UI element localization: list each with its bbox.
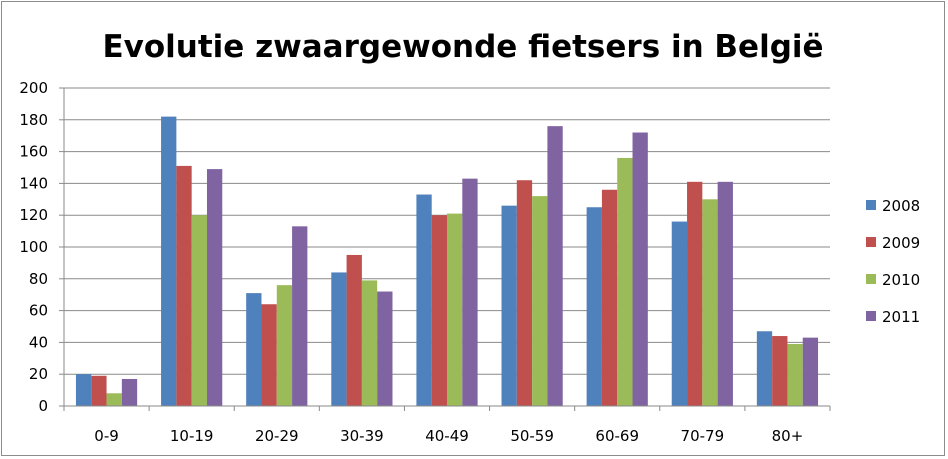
bar	[617, 157, 633, 406]
x-tick-label: 50-59	[510, 427, 554, 445]
y-tick-label: 60	[29, 302, 48, 320]
legend-swatch	[866, 237, 876, 247]
x-tick-label: 60-69	[595, 427, 639, 445]
legend-label: 2011	[882, 308, 920, 326]
y-tick-label: 0	[38, 397, 48, 415]
bar	[501, 205, 517, 406]
bar	[121, 378, 138, 406]
bar	[161, 116, 177, 407]
bar	[346, 254, 362, 406]
bar	[431, 215, 447, 406]
bar	[717, 181, 733, 406]
x-tick-label: 40-49	[425, 427, 469, 445]
bar	[532, 196, 548, 406]
bar	[687, 181, 703, 406]
bar	[276, 285, 293, 406]
bar	[632, 132, 648, 406]
bar	[462, 178, 478, 406]
y-tick-label: 40	[29, 333, 48, 351]
y-tick-label: 180	[19, 111, 48, 129]
chart-title: Evolutie zwaargewonde fietsers in België	[102, 29, 823, 65]
bar	[75, 374, 92, 406]
x-tick-label: 0-9	[94, 427, 119, 445]
bar	[802, 337, 819, 406]
legend-swatch	[866, 200, 876, 210]
y-tick-label: 20	[29, 365, 48, 383]
x-tick-label: 10-19	[170, 427, 214, 445]
bar	[191, 215, 207, 406]
bar	[361, 280, 378, 406]
legend-label: 2009	[882, 234, 920, 252]
bar	[377, 291, 393, 406]
bar	[787, 343, 803, 406]
legend-label: 2008	[882, 197, 920, 215]
bar	[206, 169, 223, 406]
bar	[601, 189, 618, 406]
y-tick-labels: 0 20 40 60 80 100 120 140 160 180 200	[19, 79, 48, 415]
bar	[586, 207, 602, 406]
axes	[59, 87, 831, 411]
legend: 2008 2009 2010 2011	[866, 197, 920, 326]
y-tick-label: 140	[19, 174, 48, 192]
x-tick-label: 80+	[772, 427, 804, 445]
y-tick-label: 200	[19, 79, 48, 97]
x-tick-label: 20-29	[255, 427, 299, 445]
bar	[702, 199, 718, 406]
bar	[772, 336, 788, 406]
x-tick-labels: 0-9 10-19 20-29 30-39 40-49 50-59 60-69 70-79 80…	[94, 427, 803, 445]
bar	[671, 221, 688, 406]
y-tick-label: 120	[19, 206, 48, 224]
bar	[756, 331, 773, 406]
y-tick-label: 80	[29, 270, 48, 288]
y-tick-label: 160	[19, 143, 48, 161]
bars	[75, 116, 819, 407]
bar	[331, 272, 347, 406]
bar	[516, 180, 533, 406]
bar	[447, 213, 463, 406]
bar	[547, 126, 563, 406]
legend-label: 2010	[882, 271, 920, 289]
bar	[261, 304, 277, 406]
bar	[106, 393, 122, 406]
bar	[91, 375, 107, 406]
bar	[246, 293, 262, 406]
legend-swatch	[866, 311, 876, 321]
bar	[292, 226, 308, 406]
bar	[176, 165, 192, 406]
y-tick-label: 100	[19, 238, 48, 256]
bar	[416, 194, 432, 406]
legend-swatch	[866, 274, 876, 284]
x-tick-label: 70-79	[681, 427, 725, 445]
x-tick-label: 30-39	[340, 427, 384, 445]
